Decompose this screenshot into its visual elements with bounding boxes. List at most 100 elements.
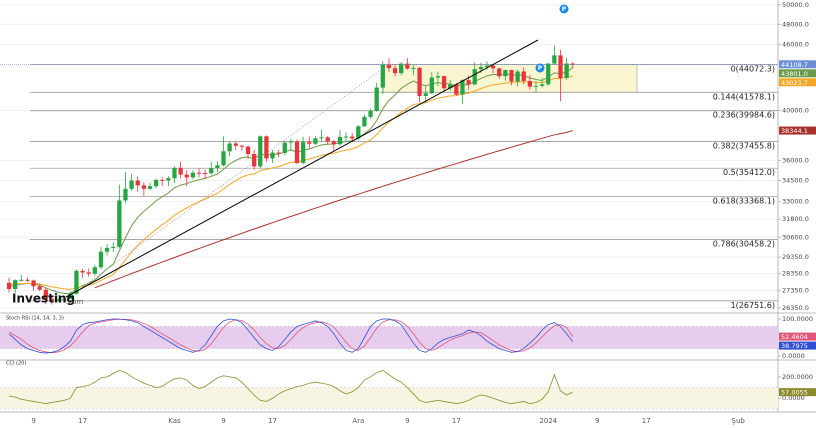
- candle-body: [552, 55, 557, 64]
- y-tick-label: 31800.0: [782, 215, 809, 223]
- x-tick-label: Şub: [732, 417, 746, 425]
- candle-body: [350, 136, 355, 139]
- candle-body: [166, 178, 171, 181]
- candle-body: [319, 137, 324, 139]
- candle-body: [472, 69, 477, 85]
- indicator-band: [0, 387, 778, 409]
- candle-body: [386, 64, 392, 69]
- price-badge: [779, 60, 816, 69]
- price-badge-label: 38344.1: [781, 127, 808, 135]
- candle-body: [251, 154, 257, 167]
- panel-title: Stoch RSI (14, 14, 3, 3): [6, 316, 64, 322]
- price-badge: [779, 341, 816, 350]
- candle-body: [147, 186, 153, 189]
- price-badge-label: 57.0055: [781, 389, 808, 397]
- y-tick-label: 40000.0: [782, 107, 809, 115]
- candle-body: [509, 70, 514, 82]
- x-tick-label: 17: [78, 417, 87, 425]
- candle-body: [527, 80, 533, 87]
- candle-body: [441, 76, 447, 89]
- x-tick-label: Kas: [168, 417, 181, 425]
- candle-body: [558, 55, 563, 78]
- candle-body: [484, 65, 490, 67]
- candle-body: [374, 87, 379, 111]
- candle-body: [270, 152, 275, 159]
- candle-body: [196, 172, 202, 174]
- fib-label: 0.786(30458.2): [713, 239, 775, 248]
- candle-body: [25, 279, 30, 281]
- fib-label: 1(26751.6): [731, 301, 775, 310]
- candle-body: [288, 141, 294, 143]
- candle-body: [331, 141, 336, 145]
- candle-body: [49, 298, 55, 301]
- candle-body: [546, 63, 551, 85]
- drawings: P P Investing .com: [12, 4, 569, 306]
- candle-body: [202, 173, 208, 175]
- x-tick-label: 9: [221, 417, 225, 425]
- moving-average: [94, 130, 573, 289]
- candle-body: [141, 185, 147, 189]
- main-plot: 0(44072.3) 0.144(41578.1) 0.236(39984.6) 0.…: [0, 4, 778, 310]
- candle-body: [190, 172, 196, 178]
- watermark-suffix: .com: [66, 298, 83, 306]
- y-tick-label: 0.0000: [782, 394, 805, 402]
- candle-body: [68, 293, 73, 299]
- candle-body: [233, 143, 238, 146]
- candle-body: [43, 289, 48, 299]
- fib-label: 0(44072.3): [731, 65, 775, 74]
- candle-body: [215, 165, 220, 169]
- y-tick-label: 200.0000: [782, 373, 813, 381]
- candle-body: [325, 137, 330, 142]
- candle-body: [362, 116, 367, 127]
- candle-body: [313, 138, 318, 144]
- candle-body: [239, 145, 245, 147]
- candle-body: [160, 179, 165, 181]
- candle-body: [435, 76, 441, 78]
- candle-body: [258, 136, 263, 167]
- candle-body: [129, 180, 134, 189]
- fib-label: 0.144(41578.1): [713, 92, 775, 101]
- y-tick-label: 48000.0: [782, 20, 809, 28]
- candle-body: [392, 68, 398, 74]
- candle-body: [55, 298, 61, 301]
- candle-body: [460, 80, 465, 95]
- watermark: Investing: [12, 292, 75, 306]
- price-badge: [779, 78, 816, 87]
- candle-body: [62, 298, 67, 300]
- candle-body: [178, 167, 183, 175]
- candle-body: [19, 279, 24, 281]
- marker: [559, 4, 569, 14]
- candle-body: [417, 67, 422, 96]
- panel-title: CCI (20): [6, 361, 26, 367]
- y-tick-label: 46000.0: [782, 40, 809, 48]
- x-tick-label: 17: [268, 417, 277, 425]
- candle-body: [74, 270, 79, 294]
- candle-body: [405, 63, 410, 69]
- candle-body: [37, 286, 42, 290]
- y-tick-label: 27350.0: [782, 286, 809, 294]
- marker: [535, 63, 545, 73]
- candle-body: [111, 246, 116, 248]
- y-tick-label: 100.0000: [782, 315, 813, 323]
- price-badge-label: 43023.7: [781, 79, 808, 87]
- candle-body: [80, 270, 85, 273]
- candle-body: [92, 267, 97, 274]
- fib-label: 0.236(39984.6): [713, 111, 775, 120]
- candle-body: [466, 80, 471, 85]
- y-tick-label: 33000.0: [782, 198, 809, 206]
- indicator-band: [0, 326, 778, 349]
- y-tick-label: 34500.0: [782, 177, 809, 185]
- candle-body: [478, 66, 483, 70]
- price-badge-label: 38.7975: [781, 342, 808, 350]
- y-tick-label: 36000.0: [782, 156, 809, 164]
- candle-body: [307, 142, 312, 144]
- candle-body: [245, 146, 251, 155]
- candle-body: [497, 68, 502, 77]
- y-tick-label: 29350.0: [782, 253, 809, 261]
- candle-body: [454, 84, 459, 95]
- candle-body: [337, 136, 343, 145]
- candle-body: [368, 110, 373, 117]
- candle-body: [564, 63, 569, 78]
